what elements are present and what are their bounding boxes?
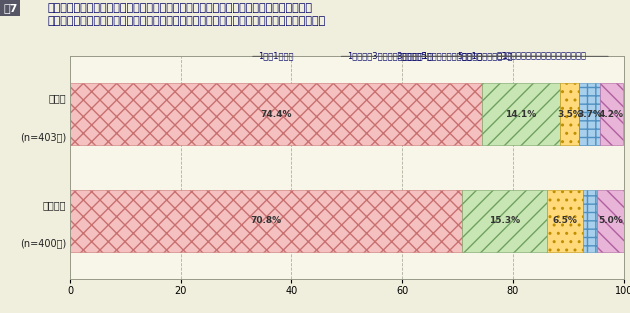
Text: 社員の受講状況を個別に把握していない: 社員の受講状況を個別に把握していない (496, 52, 587, 61)
Text: 図7: 図7 (3, 3, 18, 13)
Text: 1年に1回以上: 1年に1回以上 (258, 52, 294, 61)
Bar (70, 190, 462, 252)
Text: 一般社員: 一般社員 (43, 200, 67, 210)
Text: 14.1%: 14.1% (505, 110, 537, 119)
Bar (580, 83, 600, 145)
Text: (n=403人): (n=403人) (20, 132, 67, 142)
Text: 3.5%: 3.5% (558, 110, 582, 119)
Text: 74.4%: 74.4% (260, 110, 292, 119)
Bar (70, 83, 482, 145)
Bar (597, 190, 624, 252)
Text: 15.3%: 15.3% (489, 216, 520, 225)
Text: 5年を超える期間に1回: 5年を超える期間に1回 (457, 52, 513, 61)
Text: 5.0%: 5.0% (598, 216, 623, 225)
Text: 3.7%: 3.7% (577, 110, 602, 119)
Bar (547, 190, 583, 252)
Text: 管理職: 管理職 (49, 93, 67, 103)
Bar (462, 190, 547, 252)
Bar (600, 83, 623, 145)
Text: 6.5%: 6.5% (553, 216, 577, 225)
Text: (%): (%) (629, 294, 630, 304)
Bar (482, 83, 560, 145)
Text: (n=400人): (n=400人) (20, 239, 67, 249)
Bar (560, 83, 580, 145)
Text: 貴社における社員の倫理の保持のための研修について、社員一人につきどのくらいの頻度
で受講させていますか。管理職クラス、一般社員クラスのそれぞれについてお答えくだ: 貴社における社員の倫理の保持のための研修について、社員一人につきどのくらいの頻度… (47, 3, 326, 26)
Text: 4.2%: 4.2% (599, 110, 624, 119)
Text: 3年を超え5年を超えない期間に1回: 3年を超え5年を超えない期間に1回 (397, 52, 483, 61)
Text: 70.8%: 70.8% (251, 216, 282, 225)
Text: 1年を超え3年を超えない期間に1回: 1年を超え3年を超えない期間に1回 (347, 52, 433, 61)
Bar (583, 190, 597, 252)
